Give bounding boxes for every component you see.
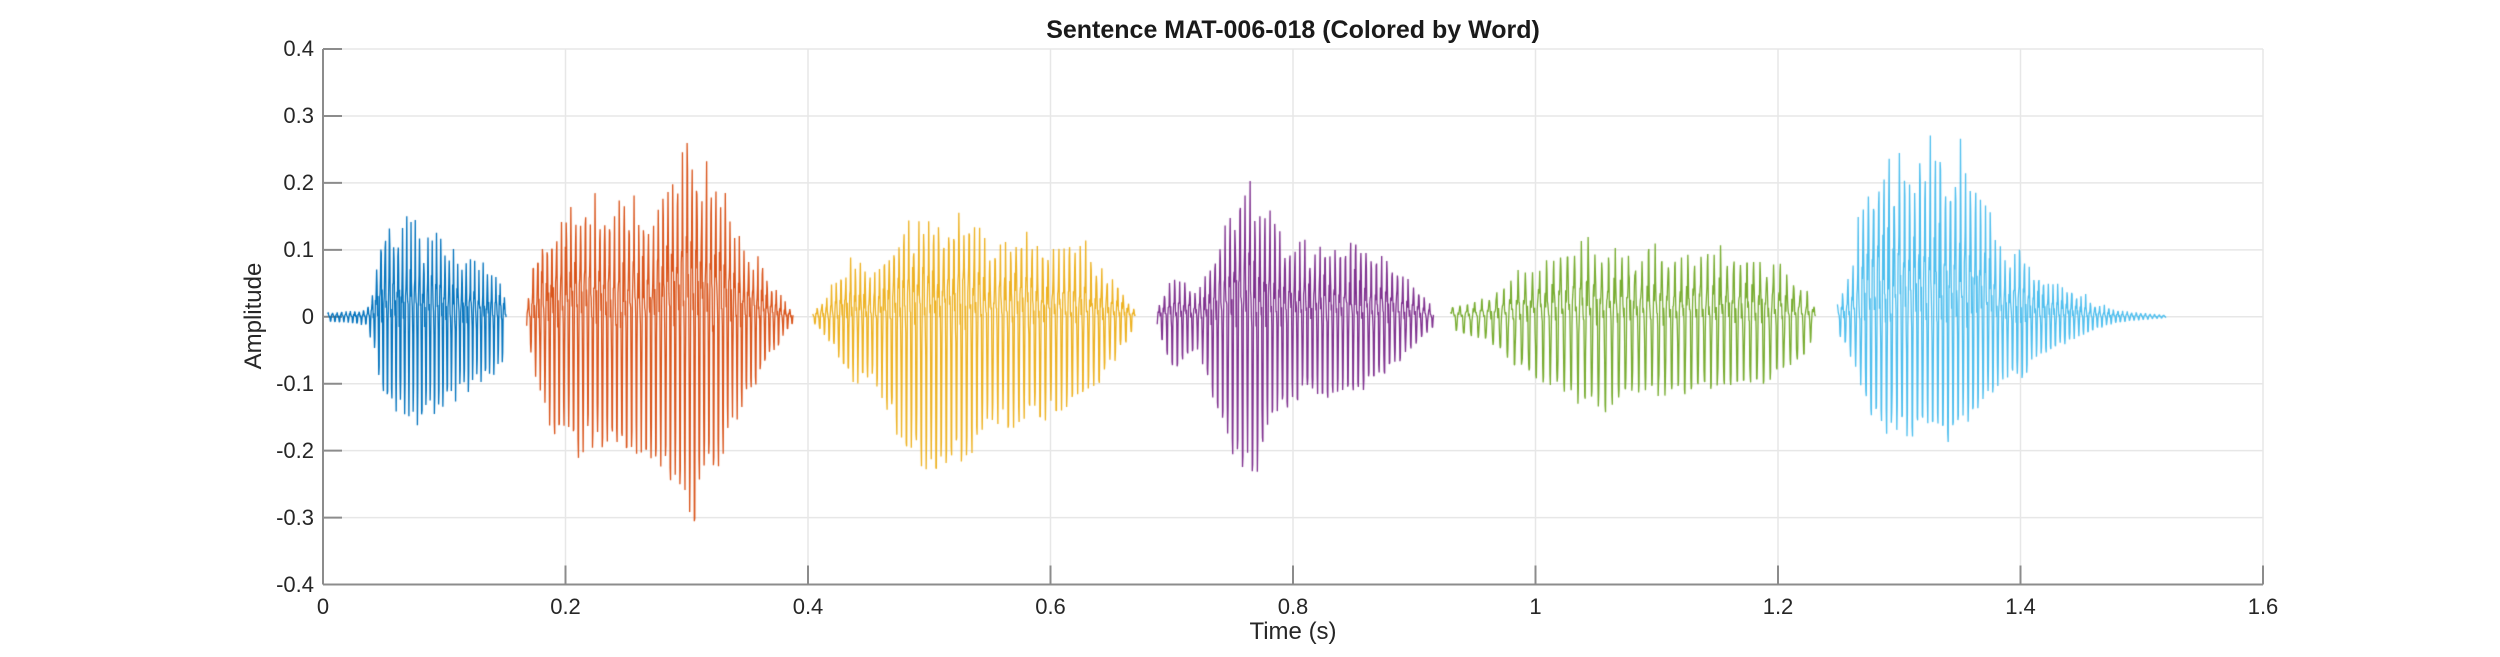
x-tick-label: 0.2 [550, 594, 581, 619]
plot-title: Sentence MAT-006-018 (Colored by Word) [1046, 16, 1540, 44]
x-tick-label: 0.6 [1035, 594, 1066, 619]
x-tick-label: 1.6 [2247, 594, 2279, 619]
x-tick-label: 0.4 [792, 594, 824, 619]
x-tick-label: 1.2 [1762, 594, 1794, 619]
x-tick-label: 1 [1529, 594, 1542, 619]
y-tick-label: -0.3 [276, 504, 314, 530]
y-tick-label: 0.1 [283, 236, 314, 262]
x-tick-label: 0 [316, 594, 330, 619]
y-axis-label: Amplitude [240, 262, 267, 370]
x-tick-label: 1.4 [2005, 594, 2036, 619]
x-axis-label: Time (s) [1249, 618, 1337, 645]
y-tick-label: 0 [301, 303, 314, 329]
y-tick-label: 0.2 [283, 169, 314, 195]
y-tick-label: -0.2 [276, 437, 314, 463]
y-tick-label: 0.3 [283, 102, 314, 128]
x-tick-label: 0.8 [1277, 594, 1309, 619]
y-tick-label: -0.1 [276, 370, 314, 396]
y-tick-label: -0.4 [276, 571, 314, 597]
y-tick-label: 0.4 [283, 36, 314, 61]
